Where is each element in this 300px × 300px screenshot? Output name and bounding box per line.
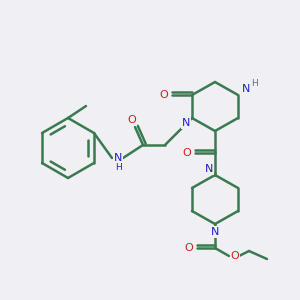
Text: O: O [183,148,191,158]
Text: N: N [242,84,250,94]
Text: O: O [231,251,239,261]
Text: N: N [182,118,190,128]
Text: O: O [184,243,194,253]
Text: H: H [250,79,257,88]
Text: N: N [114,153,122,163]
Text: O: O [160,90,168,100]
Text: N: N [205,164,213,174]
Text: O: O [128,115,136,125]
Text: H: H [115,163,122,172]
Text: N: N [211,227,219,237]
